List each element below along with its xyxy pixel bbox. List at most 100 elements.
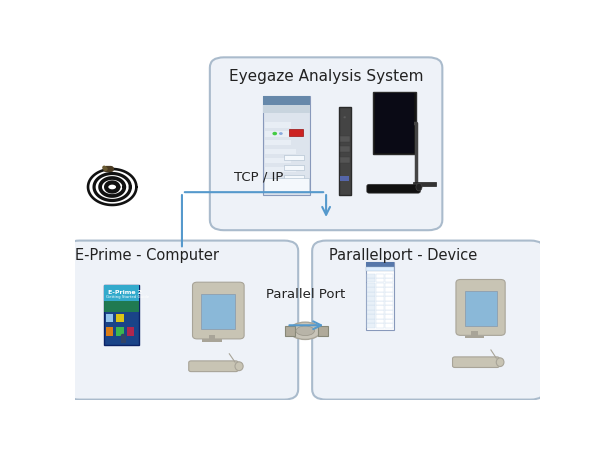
Bar — [367, 310, 376, 314]
Bar — [340, 157, 350, 163]
Text: E-Prime 2: E-Prime 2 — [108, 290, 142, 295]
Bar — [104, 301, 139, 312]
FancyBboxPatch shape — [452, 357, 499, 367]
Bar — [375, 93, 414, 153]
Bar — [385, 292, 393, 296]
Bar — [465, 335, 484, 338]
Bar — [376, 287, 384, 291]
Bar — [367, 287, 376, 291]
Bar — [472, 331, 478, 336]
Bar — [376, 301, 384, 305]
Bar — [106, 327, 113, 335]
Bar — [284, 175, 304, 180]
Bar — [376, 278, 384, 282]
Bar — [104, 285, 139, 344]
Ellipse shape — [290, 322, 320, 339]
Bar — [376, 310, 384, 314]
Bar — [385, 296, 393, 300]
FancyBboxPatch shape — [189, 361, 238, 372]
Bar — [385, 310, 393, 314]
Bar — [367, 267, 394, 271]
Bar — [367, 296, 376, 300]
Bar — [127, 327, 134, 335]
Bar — [317, 326, 328, 335]
FancyBboxPatch shape — [210, 57, 442, 230]
Bar — [367, 278, 376, 282]
Bar — [289, 128, 303, 136]
Bar — [385, 283, 393, 287]
FancyBboxPatch shape — [367, 185, 421, 193]
Bar — [284, 165, 304, 170]
Bar — [376, 305, 384, 309]
Bar — [265, 158, 291, 163]
Bar — [376, 296, 384, 300]
Bar — [202, 339, 222, 342]
FancyBboxPatch shape — [263, 96, 310, 195]
Bar — [367, 262, 394, 267]
Bar — [376, 314, 384, 319]
Circle shape — [279, 132, 283, 135]
Bar — [263, 105, 310, 113]
Text: Getting Started Guide: Getting Started Guide — [106, 295, 149, 299]
Bar — [284, 155, 304, 160]
Bar — [376, 323, 384, 328]
Bar — [385, 323, 393, 328]
Bar — [285, 326, 295, 335]
Bar — [340, 136, 350, 142]
Text: Parallel Port: Parallel Port — [266, 288, 345, 301]
Bar — [367, 274, 376, 278]
Bar — [385, 314, 393, 319]
Bar — [376, 292, 384, 296]
Bar — [373, 92, 416, 154]
Bar — [385, 319, 393, 323]
Bar — [265, 149, 296, 154]
Text: Parallelport - Device: Parallelport - Device — [329, 248, 477, 263]
Bar — [385, 287, 393, 291]
Bar — [339, 107, 350, 194]
Bar — [202, 294, 235, 330]
Bar — [413, 182, 436, 186]
FancyBboxPatch shape — [456, 279, 505, 335]
Bar — [265, 140, 291, 145]
Bar — [209, 335, 215, 339]
Bar — [121, 335, 125, 343]
Bar — [367, 305, 376, 309]
Bar — [385, 305, 393, 309]
Bar — [367, 292, 376, 296]
Bar — [367, 283, 376, 287]
Bar — [464, 291, 497, 326]
Text: TCP / IP: TCP / IP — [234, 170, 283, 183]
Circle shape — [272, 132, 277, 135]
Bar — [367, 314, 376, 319]
Bar — [340, 146, 350, 153]
Ellipse shape — [296, 326, 314, 335]
FancyBboxPatch shape — [367, 262, 394, 330]
Bar — [265, 178, 308, 192]
Text: Eyegaze Analysis System: Eyegaze Analysis System — [229, 69, 424, 84]
Bar — [104, 285, 139, 301]
Bar — [116, 314, 124, 322]
Ellipse shape — [235, 362, 243, 371]
Bar — [385, 301, 393, 305]
FancyBboxPatch shape — [193, 282, 244, 339]
Ellipse shape — [416, 183, 422, 191]
Bar — [367, 323, 376, 328]
Bar — [340, 176, 349, 181]
Text: E-Prime - Computer: E-Prime - Computer — [75, 248, 219, 263]
Bar — [116, 327, 124, 335]
Bar — [265, 122, 291, 128]
Bar — [367, 319, 376, 323]
FancyBboxPatch shape — [312, 241, 545, 400]
Bar — [263, 96, 310, 105]
Circle shape — [344, 117, 346, 118]
Bar — [367, 301, 376, 305]
Bar — [376, 283, 384, 287]
Bar — [385, 278, 393, 282]
Bar — [376, 319, 384, 323]
Bar — [385, 274, 393, 278]
Bar — [265, 167, 296, 172]
FancyBboxPatch shape — [66, 241, 298, 400]
Bar — [106, 314, 113, 322]
Circle shape — [121, 334, 125, 337]
Bar — [265, 131, 296, 136]
